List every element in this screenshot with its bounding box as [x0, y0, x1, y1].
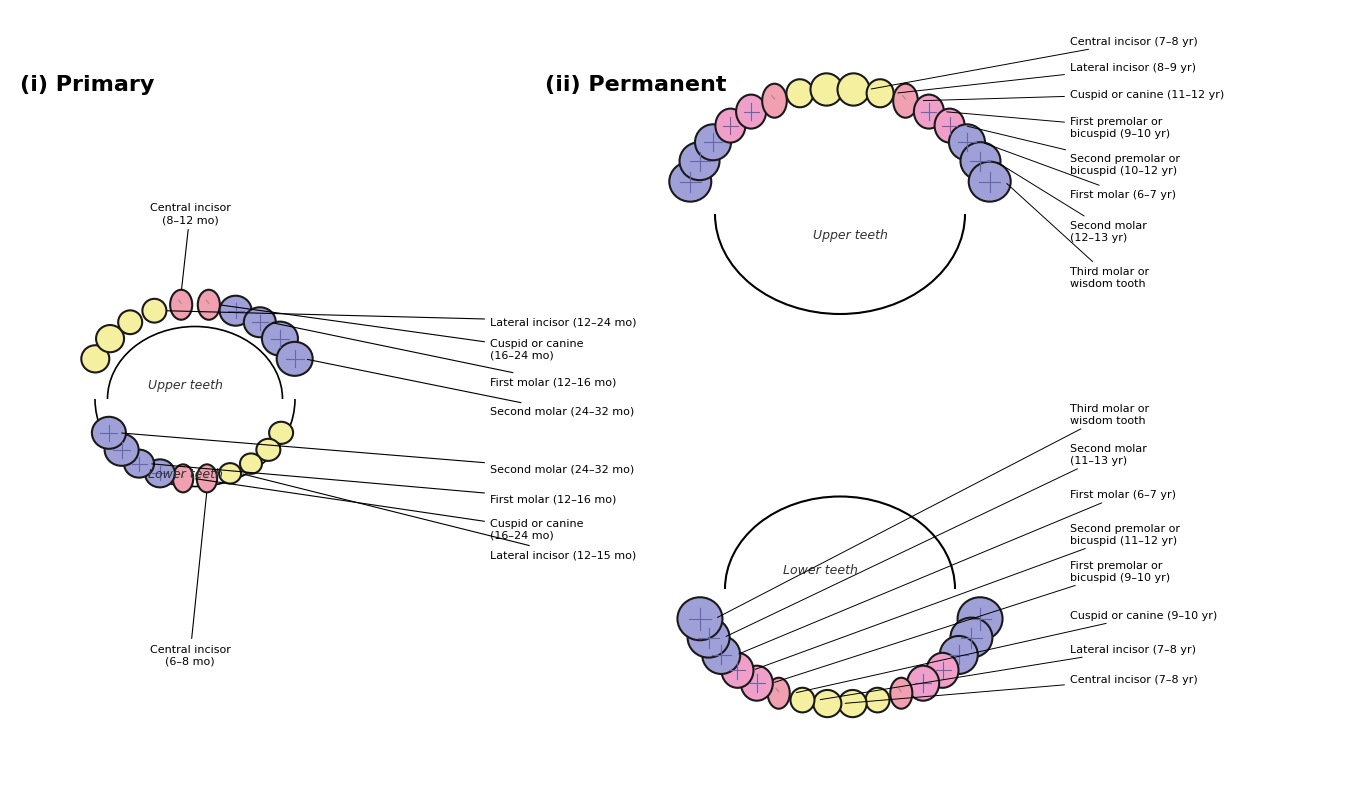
Ellipse shape: [890, 678, 913, 709]
Ellipse shape: [736, 96, 765, 130]
Ellipse shape: [969, 162, 1011, 203]
Ellipse shape: [219, 464, 242, 484]
Text: Third molar or
wisdom tooth: Third molar or wisdom tooth: [717, 404, 1149, 618]
Ellipse shape: [787, 80, 814, 108]
Text: Cuspid or canine
(16–24 mo): Cuspid or canine (16–24 mo): [196, 479, 583, 540]
Ellipse shape: [763, 84, 787, 118]
Ellipse shape: [926, 653, 958, 688]
Ellipse shape: [198, 290, 220, 320]
Text: Lower teeth: Lower teeth: [783, 563, 857, 576]
Ellipse shape: [81, 345, 109, 373]
Ellipse shape: [220, 296, 251, 326]
Text: Lateral incisor (7–8 yr): Lateral incisor (7–8 yr): [821, 644, 1196, 700]
Ellipse shape: [240, 454, 262, 474]
Ellipse shape: [894, 84, 918, 118]
Text: (i) Primary: (i) Primary: [20, 75, 154, 95]
Text: Lateral incisor (12–24 mo): Lateral incisor (12–24 mo): [167, 311, 636, 327]
Text: First molar (12–16 mo): First molar (12–16 mo): [151, 465, 617, 504]
Ellipse shape: [170, 290, 192, 320]
Ellipse shape: [687, 618, 729, 658]
Text: First molar (6–7 yr): First molar (6–7 yr): [984, 144, 1176, 200]
Ellipse shape: [865, 688, 890, 713]
Text: Central incisor (7–8 yr): Central incisor (7–8 yr): [845, 674, 1197, 703]
Ellipse shape: [837, 75, 869, 106]
Text: Central incisor (7–8 yr): Central incisor (7–8 yr): [871, 37, 1197, 90]
Ellipse shape: [679, 143, 720, 181]
Text: Second molar (24–32 mo): Second molar (24–32 mo): [308, 360, 634, 417]
Ellipse shape: [119, 311, 142, 335]
Ellipse shape: [92, 418, 126, 449]
Ellipse shape: [142, 299, 166, 324]
Ellipse shape: [96, 326, 124, 353]
Text: (ii) Permanent: (ii) Permanent: [545, 75, 726, 95]
Ellipse shape: [678, 598, 722, 641]
Ellipse shape: [940, 636, 977, 674]
Text: Lower teeth: Lower teeth: [147, 468, 223, 481]
Ellipse shape: [768, 678, 790, 709]
Ellipse shape: [144, 460, 176, 487]
Text: Lateral incisor (8–9 yr): Lateral incisor (8–9 yr): [898, 63, 1196, 94]
Ellipse shape: [949, 125, 986, 161]
Text: Cuspid or canine (9–10 yr): Cuspid or canine (9–10 yr): [796, 610, 1218, 693]
Ellipse shape: [867, 80, 894, 108]
Text: Upper teeth: Upper teeth: [147, 378, 223, 391]
Ellipse shape: [269, 423, 293, 444]
Ellipse shape: [741, 666, 772, 701]
Text: Second molar
(11–13 yr): Second molar (11–13 yr): [726, 444, 1148, 637]
Text: Central incisor
(8–12 mo): Central incisor (8–12 mo): [150, 203, 231, 290]
Text: Upper teeth: Upper teeth: [813, 228, 887, 241]
Ellipse shape: [173, 465, 193, 493]
Ellipse shape: [957, 598, 1003, 641]
Ellipse shape: [105, 435, 139, 466]
Ellipse shape: [277, 342, 313, 376]
Ellipse shape: [670, 162, 711, 203]
Text: Cuspid or canine
(16–24 mo): Cuspid or canine (16–24 mo): [221, 306, 583, 360]
Ellipse shape: [810, 75, 842, 106]
Text: First molar (6–7 yr): First molar (6–7 yr): [738, 489, 1176, 654]
Ellipse shape: [702, 636, 740, 674]
Ellipse shape: [791, 688, 814, 713]
Ellipse shape: [716, 109, 745, 144]
Ellipse shape: [914, 96, 944, 130]
Text: Third molar or
wisdom tooth: Third molar or wisdom tooth: [1007, 184, 1149, 289]
Ellipse shape: [960, 143, 1000, 181]
Text: Second molar (24–32 mo): Second molar (24–32 mo): [122, 434, 634, 474]
Ellipse shape: [197, 465, 217, 493]
Text: Lateral incisor (12–15 mo): Lateral incisor (12–15 mo): [243, 474, 636, 560]
Ellipse shape: [244, 308, 275, 338]
Text: Second premolar or
bicuspid (10–12 yr): Second premolar or bicuspid (10–12 yr): [968, 127, 1180, 176]
Ellipse shape: [262, 322, 298, 356]
Text: First premolar or
bicuspid (9–10 yr): First premolar or bicuspid (9–10 yr): [775, 560, 1170, 683]
Ellipse shape: [124, 450, 154, 478]
Ellipse shape: [907, 666, 940, 701]
Text: First premolar or
bicuspid (9–10 yr): First premolar or bicuspid (9–10 yr): [946, 113, 1170, 139]
Ellipse shape: [838, 690, 867, 717]
Ellipse shape: [256, 440, 281, 461]
Text: Central incisor
(6–8 mo): Central incisor (6–8 mo): [150, 494, 231, 666]
Ellipse shape: [695, 125, 732, 161]
Ellipse shape: [813, 690, 841, 717]
Text: First molar (12–16 mo): First molar (12–16 mo): [273, 324, 617, 387]
Text: Cuspid or canine (11–12 yr): Cuspid or canine (11–12 yr): [923, 90, 1224, 101]
Ellipse shape: [934, 109, 965, 144]
Text: Second molar
(12–13 yr): Second molar (12–13 yr): [998, 164, 1148, 242]
Text: Second premolar or
bicuspid (11–12 yr): Second premolar or bicuspid (11–12 yr): [755, 524, 1180, 670]
Ellipse shape: [950, 618, 992, 658]
Ellipse shape: [721, 653, 753, 688]
